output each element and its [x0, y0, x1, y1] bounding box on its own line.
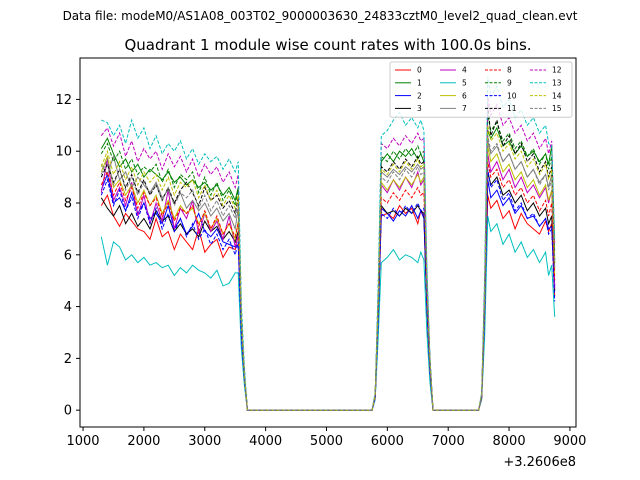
y-tick-label: 6	[64, 248, 72, 263]
series-line-12	[100, 96, 556, 411]
x-tick-label: 8000	[493, 434, 526, 449]
y-tick-label: 12	[55, 93, 72, 108]
legend-label-6: 6	[462, 91, 467, 100]
legend-label-0: 0	[417, 66, 422, 75]
y-tick-label: 0	[64, 404, 72, 419]
axes-frame	[79, 57, 577, 428]
x-tick-label: 5000	[310, 434, 343, 449]
legend-label-7: 7	[462, 104, 467, 113]
x-tick-label: 7000	[432, 434, 465, 449]
series-line-10	[100, 169, 556, 411]
legend-box	[389, 61, 573, 118]
legend-label-1: 1	[417, 79, 422, 88]
figure-suptitle: Data file: modeM0/AS1A08_003T02_90000036…	[63, 9, 578, 23]
y-tick-label: 2	[64, 352, 72, 367]
series-layer	[100, 76, 556, 411]
y-tick-label: 10	[55, 145, 72, 160]
legend-label-4: 4	[462, 66, 467, 75]
legend-label-3: 3	[417, 104, 422, 113]
series-line-8	[100, 161, 556, 411]
series-line-5	[100, 215, 556, 411]
x-axis-offset-label: +3.2606e8	[503, 455, 576, 470]
legend-label-9: 9	[507, 79, 512, 88]
x-tick-label: 6000	[371, 434, 404, 449]
y-tick-label: 8	[64, 197, 72, 212]
y-axis: 0 2 4 6 8 10 12	[55, 93, 80, 419]
legend-label-8: 8	[507, 66, 512, 75]
x-tick-label: 9000	[553, 434, 586, 449]
x-tick-label: 1000	[66, 434, 99, 449]
y-tick-label: 4	[64, 300, 72, 315]
x-tick-label: 2000	[127, 434, 160, 449]
x-tick-label: 4000	[249, 434, 282, 449]
chart-title: Quadrant 1 module wise count rates with …	[124, 36, 531, 54]
legend-label-13: 13	[552, 79, 562, 88]
legend-label-2: 2	[417, 91, 422, 100]
x-tick-label: 3000	[188, 434, 221, 449]
legend-label-11: 11	[507, 104, 517, 113]
x-axis: 1000 2000 3000 4000 5000 6000 7000 8000 9000	[66, 427, 586, 449]
legend-label-12: 12	[552, 66, 562, 75]
series-line-15	[100, 135, 556, 411]
legend-label-14: 14	[552, 91, 562, 100]
legend-label-10: 10	[507, 91, 517, 100]
legend-label-15: 15	[552, 104, 562, 113]
legend-label-5: 5	[462, 79, 467, 88]
